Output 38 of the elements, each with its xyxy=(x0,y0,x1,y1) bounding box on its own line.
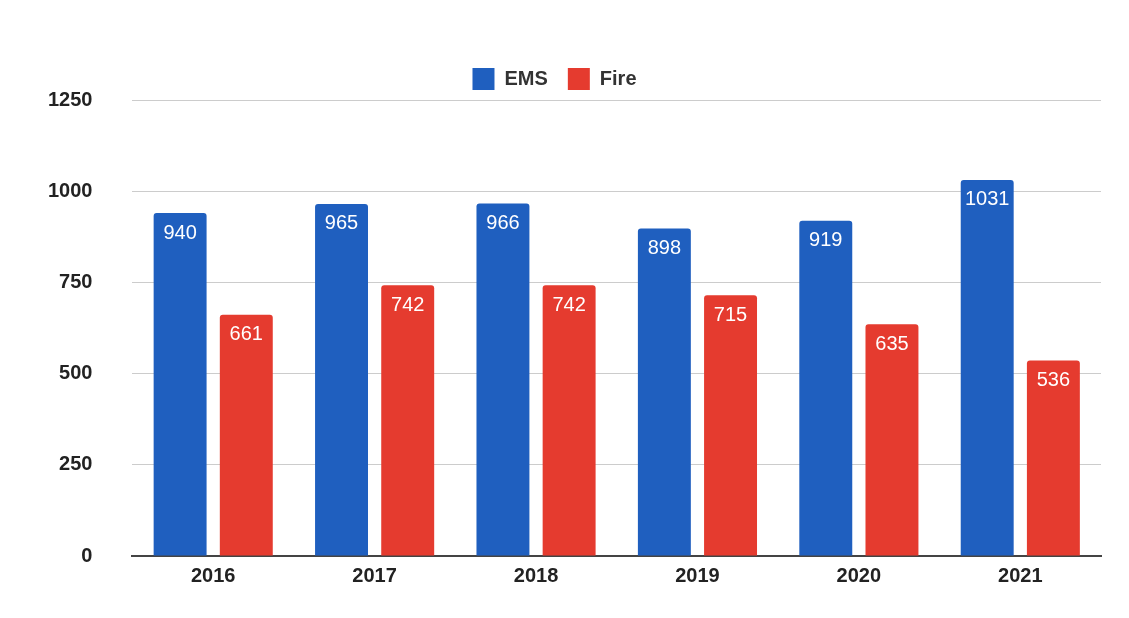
bar xyxy=(799,220,853,556)
data-label: 742 xyxy=(391,292,425,315)
data-label: 742 xyxy=(552,292,586,315)
data-label: 966 xyxy=(486,211,520,234)
bar xyxy=(219,314,273,556)
y-tick-label: 0 xyxy=(81,543,93,566)
data-label: 536 xyxy=(1036,367,1071,390)
legend-label: EMS xyxy=(504,66,548,89)
x-tick-label: 2017 xyxy=(352,563,397,586)
bar xyxy=(865,324,919,556)
y-tick-label: 750 xyxy=(59,269,93,292)
y-tick-label: 500 xyxy=(59,361,93,384)
data-label: 635 xyxy=(875,331,909,354)
x-tick-label: 2018 xyxy=(513,563,559,586)
data-label: 1031 xyxy=(964,187,1010,210)
bar xyxy=(542,285,596,556)
data-label: 940 xyxy=(163,220,197,243)
bar xyxy=(476,203,530,556)
data-label: 919 xyxy=(809,228,843,251)
bar xyxy=(960,179,1014,556)
data-label: 661 xyxy=(229,322,263,345)
x-tick-label: 2016 xyxy=(190,563,236,586)
data-label: 898 xyxy=(647,235,682,258)
bar xyxy=(637,228,691,556)
data-label: 715 xyxy=(713,302,748,325)
x-tick-label: 2021 xyxy=(998,563,1043,586)
bar xyxy=(381,285,435,556)
x-tick-label: 2019 xyxy=(675,563,720,586)
bar xyxy=(704,295,758,556)
data-label: 965 xyxy=(324,211,359,234)
bar xyxy=(315,203,368,556)
bar xyxy=(153,213,207,556)
y-tick-label: 1250 xyxy=(47,87,93,110)
y-tick-label: 250 xyxy=(59,452,93,475)
y-tick-label: 1000 xyxy=(47,178,93,201)
legend-label: Fire xyxy=(599,66,637,89)
x-tick-label: 2020 xyxy=(836,563,882,586)
bar xyxy=(1026,360,1080,556)
